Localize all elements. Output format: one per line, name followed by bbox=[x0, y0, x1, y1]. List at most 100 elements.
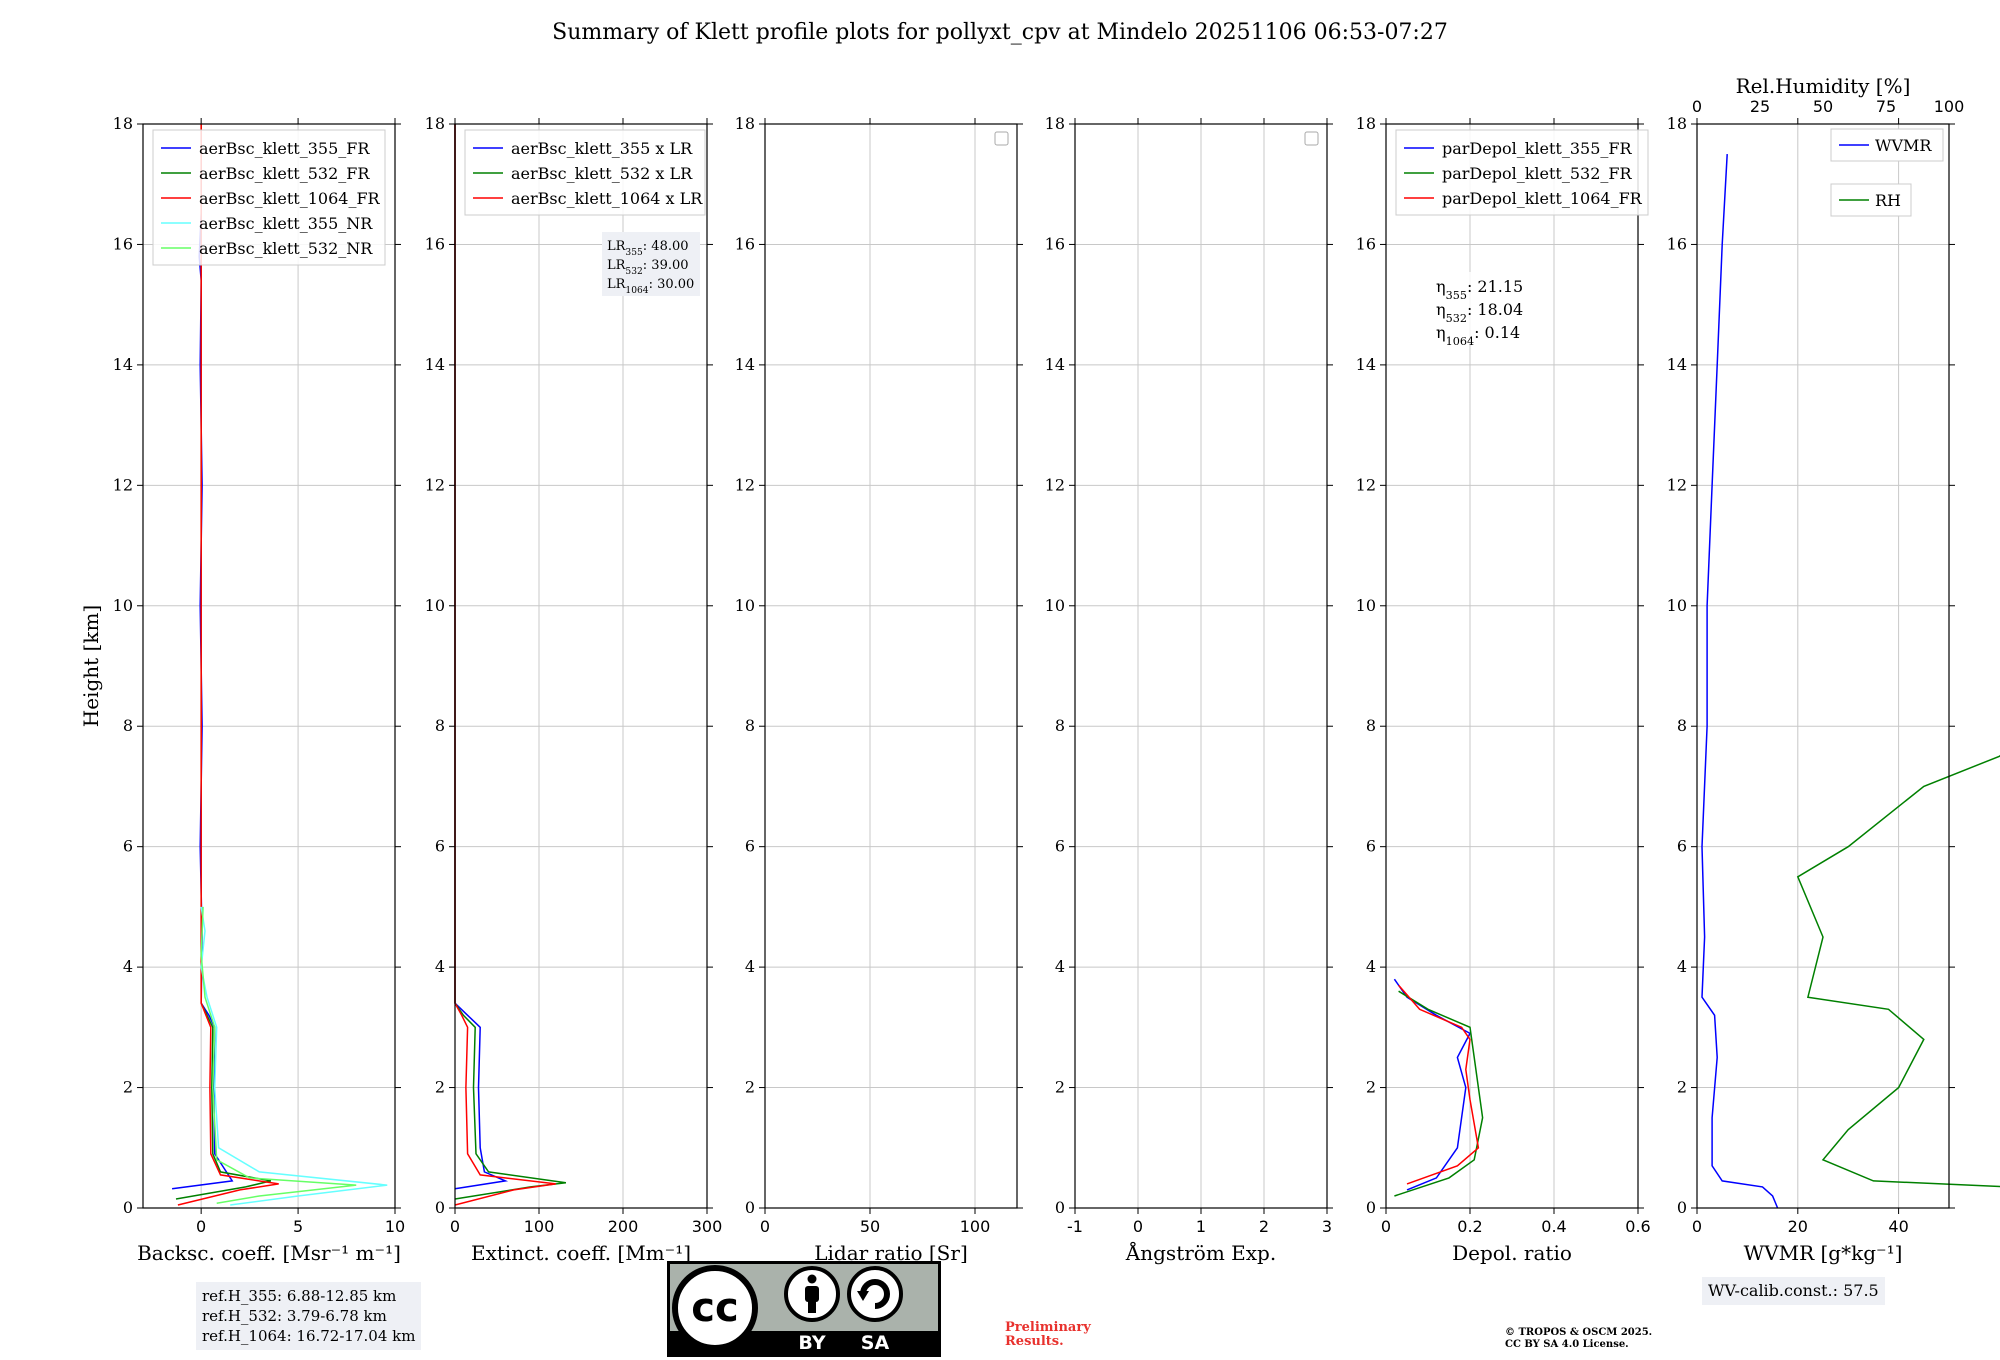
y-tick-label: 8 bbox=[1677, 716, 1687, 735]
y-tick-label: 6 bbox=[745, 837, 755, 856]
y-tick-label: 10 bbox=[113, 596, 133, 615]
y-tick-label: 0 bbox=[435, 1198, 445, 1217]
y-tick-label: 2 bbox=[1366, 1078, 1376, 1097]
series-aerBsc_klett_355_NR bbox=[200, 906, 388, 1206]
ref-height-1064: ref.H_1064: 16.72-17.04 km bbox=[202, 1327, 416, 1345]
x-tick-label: 40 bbox=[1888, 1217, 1908, 1236]
y-tick-label: 10 bbox=[735, 596, 755, 615]
cc-logo-text: cc bbox=[691, 1285, 738, 1331]
x2-tick-label: 100 bbox=[1934, 97, 1965, 116]
y-tick-label: 4 bbox=[435, 957, 445, 976]
legend-wvmr: WVMR bbox=[1830, 128, 1944, 162]
axes-frame bbox=[142, 123, 396, 1209]
axes-frame bbox=[1385, 123, 1639, 1209]
eta-label: η532: 18.04 bbox=[1436, 300, 1523, 325]
y-tick-label: 8 bbox=[123, 716, 133, 735]
x-tick-label: 50 bbox=[860, 1217, 880, 1236]
x-tick-label: 100 bbox=[960, 1217, 991, 1236]
legend-label: aerBsc_klett_532_NR bbox=[199, 239, 373, 258]
ref-height-355: ref.H_355: 6.88-12.85 km bbox=[202, 1287, 397, 1305]
legend-label: aerBsc_klett_532 x LR bbox=[511, 164, 693, 183]
y-tick-label: 10 bbox=[1667, 596, 1687, 615]
x-tick-label: 100 bbox=[524, 1217, 555, 1236]
y-tick-label: 4 bbox=[1677, 957, 1687, 976]
legend-label: aerBsc_klett_355_NR bbox=[199, 214, 373, 233]
copyright-line-1: © TROPOS & OSCM 2025. bbox=[1505, 1327, 1653, 1338]
panel-depol: 0 2 4 6 8 10 12 14 16 18 0 0.2 0.4 0.6 Depol. ratio par… bbox=[1356, 114, 1651, 1265]
x2-tick-label: 50 bbox=[1813, 97, 1833, 116]
panel-backscatter: 0 2 4 6 8 10 12 14 16 18 0 5 10 Backsc. coeff. [Msr⁻¹… bbox=[79, 114, 405, 1265]
legend-frame bbox=[464, 129, 706, 216]
y-tick-label: 12 bbox=[1045, 475, 1065, 494]
y-tick-label: 6 bbox=[1055, 837, 1065, 856]
y-tick-label: 16 bbox=[113, 234, 133, 253]
x-tick-label: 0 bbox=[1381, 1217, 1391, 1236]
y-tick-label: 16 bbox=[425, 234, 445, 253]
y-tick-label: 0 bbox=[745, 1198, 755, 1217]
series-aerBsc_klett_355_FR bbox=[172, 214, 234, 1190]
legend-label: aerBsc_klett_355 x LR bbox=[511, 139, 693, 158]
series-aerBsc_klett_1064_FR bbox=[177, 124, 279, 1206]
legend-label: aerBsc_klett_355_FR bbox=[199, 139, 370, 158]
legend-label: RH bbox=[1875, 191, 1901, 210]
y-tick-label: 6 bbox=[1677, 837, 1687, 856]
legend-label: parDepol_klett_1064_FR bbox=[1442, 189, 1643, 208]
series-aerBsc_klett_532_NR bbox=[200, 906, 357, 1204]
series-aerBsc_klett_532_FR bbox=[175, 124, 272, 1200]
y-tick-label: 0 bbox=[1677, 1198, 1687, 1217]
copyright-note: © TROPOS & OSCM 2025. CC BY SA 4.0 Licen… bbox=[1505, 1327, 1652, 1351]
preliminary-line-1: Preliminary bbox=[1005, 1320, 1091, 1335]
y-tick-label: 14 bbox=[113, 355, 133, 374]
series-WVMR bbox=[1701, 154, 1779, 1209]
x-tick-label: 2 bbox=[1259, 1217, 1269, 1236]
y-tick-label: 2 bbox=[123, 1078, 133, 1097]
legend-label: aerBsc_klett_532_FR bbox=[199, 164, 370, 183]
axes-frame bbox=[1696, 123, 1950, 1209]
y-tick-label: 0 bbox=[1366, 1198, 1376, 1217]
x-tick-label: 3 bbox=[1322, 1217, 1332, 1236]
y-tick-label: 14 bbox=[735, 355, 755, 374]
eta-annotation-bg bbox=[1431, 272, 1531, 344]
y-tick-label: 10 bbox=[425, 596, 445, 615]
y-tick-label: 0 bbox=[123, 1198, 133, 1217]
y-tick-label: 4 bbox=[123, 957, 133, 976]
y-tick-label: 16 bbox=[1045, 234, 1065, 253]
x-tick-label: 10 bbox=[385, 1217, 405, 1236]
y-tick-label: 18 bbox=[1356, 114, 1376, 133]
legend-label: parDepol_klett_355_FR bbox=[1442, 139, 1633, 158]
y-tick-label: 14 bbox=[1045, 355, 1065, 374]
legend-rh: RH bbox=[1830, 183, 1912, 217]
legend-frame bbox=[1395, 129, 1649, 216]
y-tick-label: 10 bbox=[1045, 596, 1065, 615]
y-tick-label: 18 bbox=[1667, 114, 1687, 133]
y-tick-label: 14 bbox=[1667, 355, 1687, 374]
legend-depol: parDepol_klett_355_FR parDepol_klett_532_… bbox=[1395, 129, 1649, 216]
y-tick-label: 8 bbox=[1055, 716, 1065, 735]
axes-frame bbox=[454, 123, 708, 1209]
wv-calib-box: WV-calib.const.: 57.5 bbox=[1702, 1277, 1885, 1305]
y-tick-label: 2 bbox=[745, 1078, 755, 1097]
y-tick-label: 16 bbox=[1667, 234, 1687, 253]
ref-height-532: ref.H_532: 3.79-6.78 km bbox=[202, 1307, 387, 1325]
by-label: BY bbox=[798, 1332, 825, 1354]
x-axis-label: WVMR [g*kg⁻¹] bbox=[1744, 1241, 1903, 1265]
series-RH bbox=[1796, 754, 2000, 1188]
y-axis-label: Height [km] bbox=[79, 605, 103, 727]
y-tick-label: 4 bbox=[1366, 957, 1376, 976]
x-axis-label: Backsc. coeff. [Msr⁻¹ m⁻¹] bbox=[137, 1241, 401, 1265]
y-tick-label: 16 bbox=[1356, 234, 1376, 253]
lr-label: LR1064: 30.00 bbox=[607, 277, 694, 296]
series-aerBsc_klett_355 x LR bbox=[454, 124, 509, 1190]
x2-tick-label: 0 bbox=[1692, 97, 1702, 116]
y-tick-label: 12 bbox=[735, 475, 755, 494]
x-tick-label: -1 bbox=[1067, 1217, 1083, 1236]
lr-annotation-bg bbox=[602, 232, 700, 296]
legend-frame bbox=[152, 129, 386, 266]
y-tick-label: 8 bbox=[435, 716, 445, 735]
series-aerBsc_klett_1064 x LR bbox=[454, 124, 556, 1206]
y-tick-label: 14 bbox=[425, 355, 445, 374]
empty-legend-box bbox=[994, 131, 1009, 146]
eta-label: η355: 21.15 bbox=[1436, 277, 1523, 302]
